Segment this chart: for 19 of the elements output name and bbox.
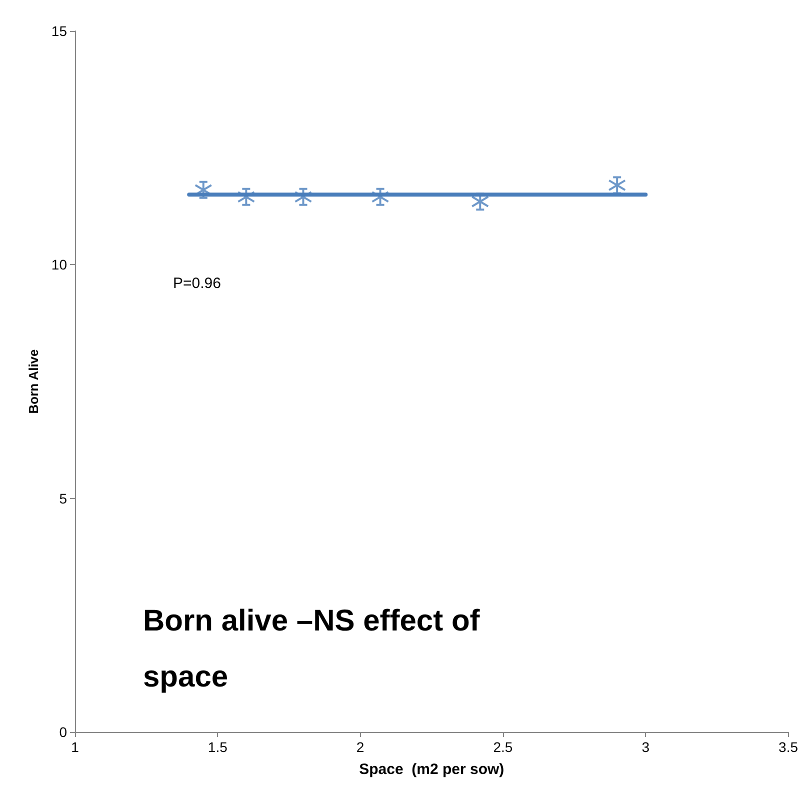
point — [371, 188, 390, 206]
point — [237, 188, 256, 206]
x-axis-title: Space (m2 per sow) — [359, 761, 504, 778]
x-tick-label: 2.5 — [493, 739, 513, 755]
y-tick-label: 0 — [59, 724, 68, 740]
x-tick-label: 1 — [71, 739, 80, 755]
annotation: P=0.96 — [173, 275, 221, 292]
point — [194, 180, 212, 199]
point — [294, 188, 312, 206]
point — [608, 176, 626, 194]
y-tick-label: 15 — [51, 23, 68, 39]
x-tick-label: 3 — [642, 739, 650, 755]
x-tick-label: 3.5 — [778, 739, 798, 755]
y-tick-label: 10 — [51, 256, 68, 273]
x-tick-label: 2 — [356, 739, 364, 755]
y-axis-title: Born Alive — [26, 349, 41, 414]
annotation: Born alive –NS effect of space — [143, 604, 488, 694]
y-tick-label: 5 — [59, 490, 68, 506]
x-tick-label: 1.5 — [208, 739, 228, 755]
